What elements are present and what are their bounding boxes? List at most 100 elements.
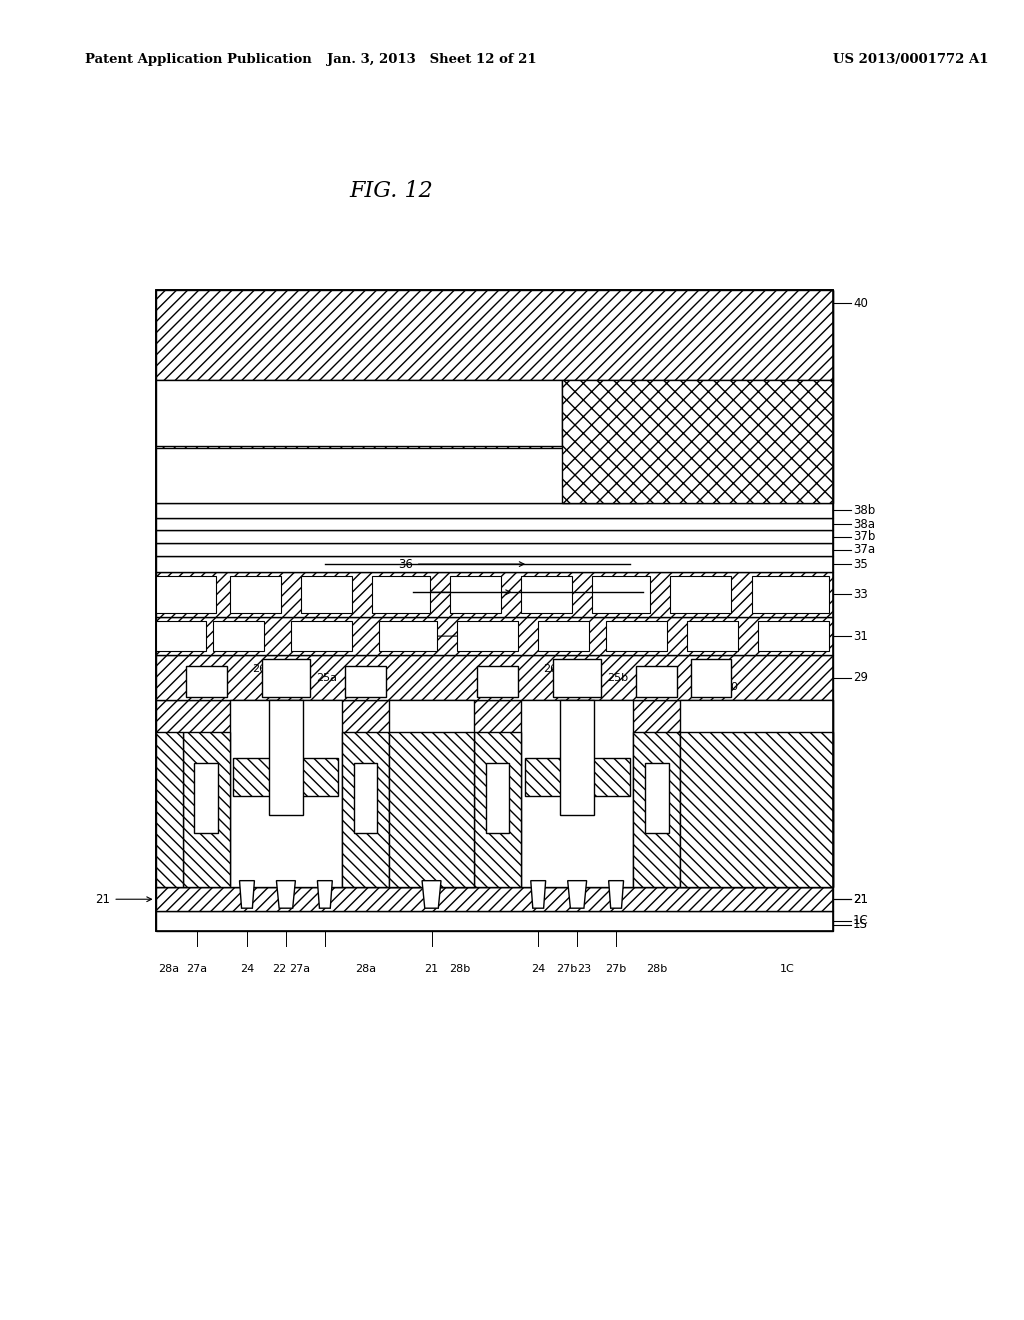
- Bar: [156, 290, 833, 503]
- Bar: [182, 733, 230, 887]
- Bar: [342, 733, 389, 887]
- Text: 21: 21: [95, 892, 152, 906]
- Bar: [230, 700, 342, 887]
- Bar: [156, 544, 833, 556]
- Polygon shape: [422, 880, 441, 908]
- Bar: [213, 620, 264, 652]
- Bar: [687, 620, 738, 652]
- Bar: [485, 763, 509, 833]
- Text: FIG. 12: FIG. 12: [349, 181, 433, 202]
- Text: 37b: 37b: [853, 531, 876, 544]
- Bar: [633, 733, 680, 887]
- Bar: [230, 576, 281, 612]
- Bar: [562, 380, 833, 503]
- Bar: [636, 667, 677, 697]
- Text: 27b: 27b: [556, 964, 578, 974]
- Text: 23: 23: [577, 964, 591, 974]
- Bar: [301, 758, 338, 796]
- Bar: [521, 700, 633, 887]
- Text: 35: 35: [853, 557, 867, 570]
- Bar: [680, 700, 833, 887]
- Text: 1C: 1C: [779, 964, 795, 974]
- Text: 25b: 25b: [607, 673, 629, 682]
- Bar: [233, 758, 270, 796]
- Text: 31: 31: [853, 630, 867, 643]
- Bar: [156, 531, 833, 544]
- Text: 26: 26: [252, 664, 266, 680]
- Bar: [539, 620, 589, 652]
- Text: 28a: 28a: [159, 964, 179, 974]
- Bar: [671, 576, 731, 612]
- Bar: [156, 576, 216, 612]
- Text: 37a: 37a: [853, 544, 876, 556]
- Bar: [373, 576, 430, 612]
- Text: US 2013/0001772 A1: US 2013/0001772 A1: [833, 53, 988, 66]
- Bar: [156, 620, 206, 652]
- Polygon shape: [608, 880, 624, 908]
- Text: Q1: Q1: [243, 759, 258, 770]
- Bar: [156, 380, 562, 446]
- Text: 28a: 28a: [355, 964, 376, 974]
- Text: 22: 22: [272, 964, 287, 974]
- Bar: [156, 572, 833, 616]
- Bar: [156, 733, 182, 887]
- Text: 27b: 27b: [605, 964, 627, 974]
- Text: 34: 34: [398, 586, 511, 599]
- Bar: [690, 659, 731, 697]
- Text: Q2: Q2: [534, 759, 550, 770]
- Text: 28b: 28b: [646, 964, 668, 974]
- Text: 38b: 38b: [853, 504, 876, 517]
- Text: 28b: 28b: [449, 964, 470, 974]
- Polygon shape: [567, 880, 587, 908]
- Bar: [645, 763, 669, 833]
- Text: 32: 32: [398, 630, 511, 643]
- Bar: [262, 659, 309, 697]
- Text: 40: 40: [853, 297, 867, 310]
- Polygon shape: [240, 880, 254, 908]
- Bar: [457, 620, 518, 652]
- Bar: [451, 576, 501, 612]
- Bar: [156, 290, 833, 380]
- Text: 30: 30: [724, 681, 738, 692]
- Text: 27a: 27a: [186, 964, 208, 974]
- Bar: [291, 620, 352, 652]
- Text: 21: 21: [425, 964, 438, 974]
- Bar: [156, 655, 833, 700]
- Text: 39: 39: [398, 469, 524, 482]
- Bar: [156, 517, 833, 531]
- Bar: [389, 733, 474, 887]
- Bar: [156, 616, 833, 655]
- Text: 1C: 1C: [853, 915, 868, 928]
- Polygon shape: [317, 880, 333, 908]
- Polygon shape: [530, 880, 546, 908]
- Bar: [477, 667, 518, 697]
- Bar: [379, 620, 436, 652]
- Bar: [553, 659, 601, 697]
- Bar: [353, 763, 378, 833]
- Text: 21: 21: [853, 892, 868, 906]
- Text: 24: 24: [240, 964, 254, 974]
- Text: 33: 33: [853, 587, 867, 601]
- Bar: [560, 700, 594, 816]
- Bar: [521, 576, 572, 612]
- Text: 24: 24: [531, 964, 546, 974]
- Bar: [156, 700, 833, 887]
- Text: Patent Application Publication: Patent Application Publication: [85, 53, 312, 66]
- Bar: [156, 911, 833, 931]
- Text: 36: 36: [398, 557, 524, 570]
- Bar: [759, 620, 829, 652]
- Bar: [606, 620, 667, 652]
- Bar: [156, 447, 643, 503]
- Text: 38a: 38a: [853, 517, 874, 531]
- Bar: [195, 763, 218, 833]
- Bar: [593, 758, 630, 796]
- Text: 21: 21: [853, 892, 868, 906]
- Polygon shape: [276, 880, 295, 908]
- Text: 26: 26: [543, 664, 558, 680]
- Bar: [389, 700, 474, 887]
- Bar: [752, 576, 829, 612]
- Bar: [156, 887, 833, 911]
- Bar: [156, 556, 833, 572]
- Text: Jan. 3, 2013   Sheet 12 of 21: Jan. 3, 2013 Sheet 12 of 21: [327, 53, 537, 66]
- Bar: [186, 667, 226, 697]
